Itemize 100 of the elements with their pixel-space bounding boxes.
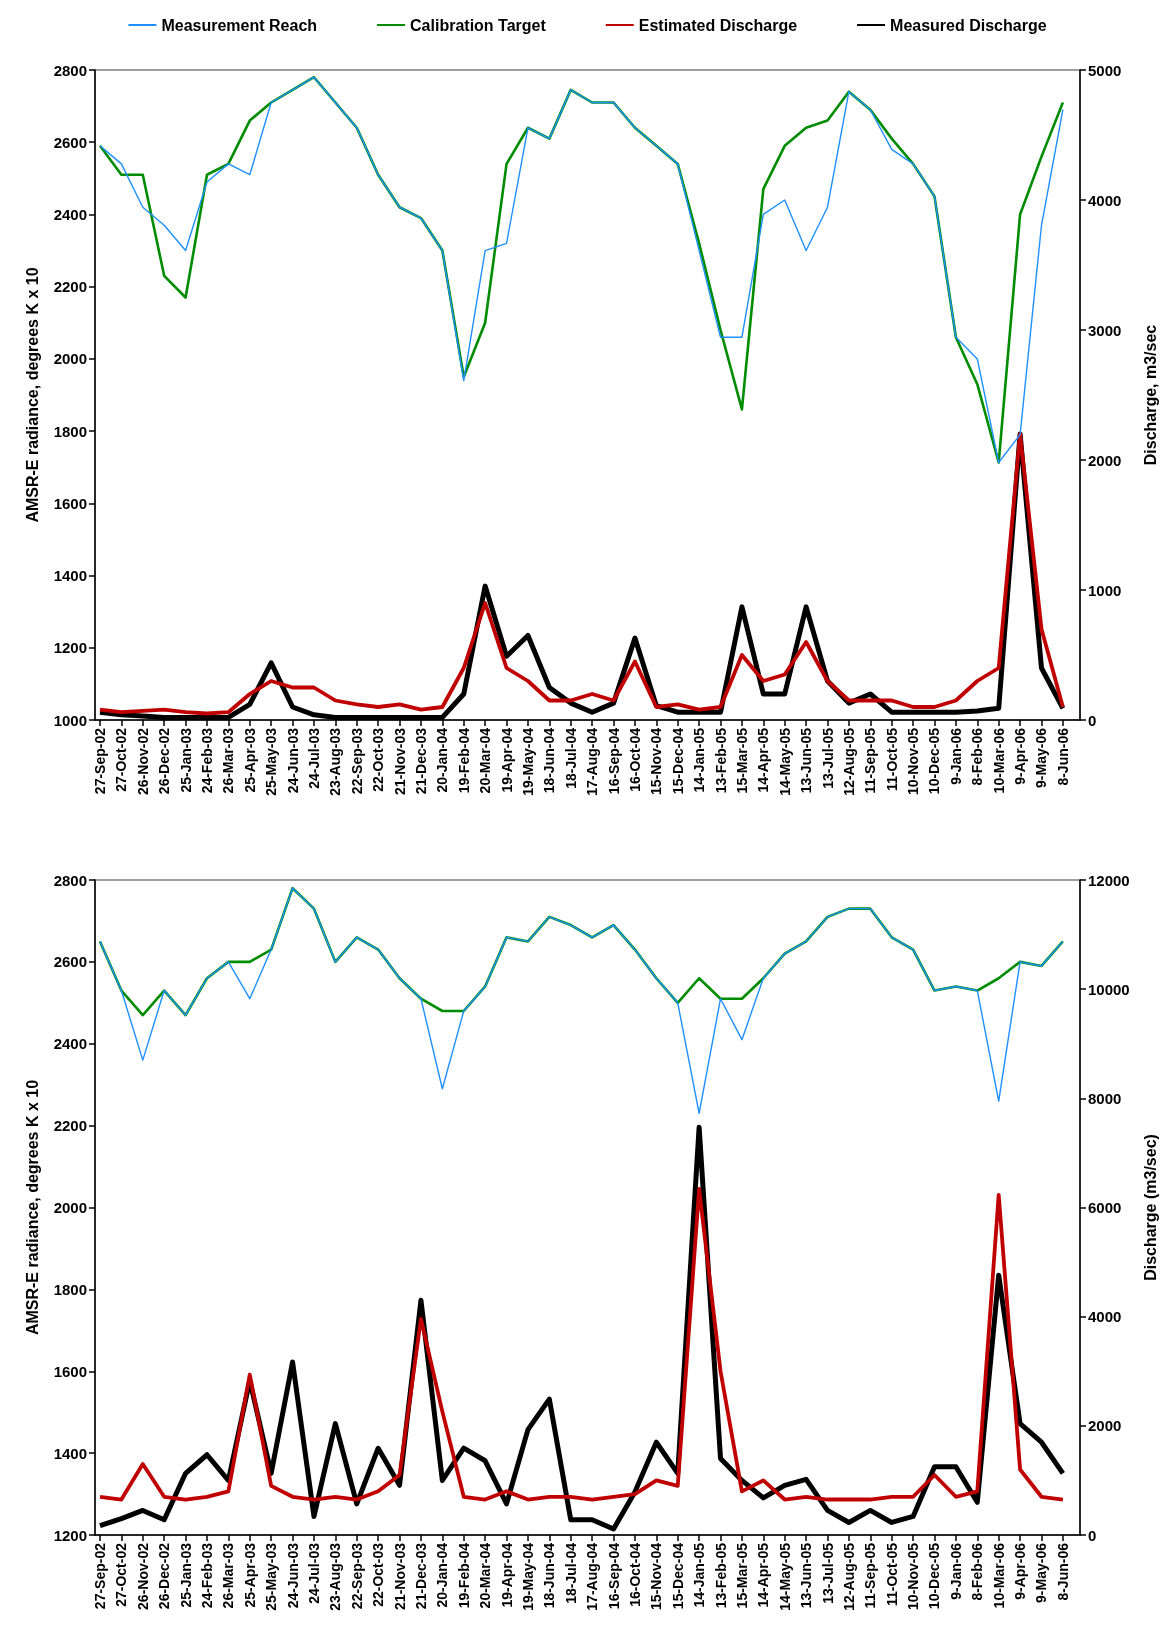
x-tick-label: 10-Nov-05 [905,727,922,795]
x-tick-label: 12-Aug-05 [840,1542,857,1611]
y-tick-label: 2000 [53,1199,87,1216]
x-tick-label: 21-Nov-03 [391,727,408,795]
x-tick-label: 22-Sep-03 [348,1542,365,1610]
x-tick-label: 16-Oct-04 [626,1542,643,1607]
x-tick-label: 27-Oct-02 [113,1542,130,1607]
y-tick-label: 1400 [53,567,87,585]
x-tick-label: 14-Jan-05 [691,1542,708,1608]
y-tick-label: 2400 [53,205,87,223]
y-tick-label: 2200 [53,278,87,296]
x-tick-label: 18-Jul-04 [562,1542,579,1604]
x-tick-label: 16-Sep-04 [605,1542,622,1610]
x-tick-label: 13-Feb-05 [712,727,729,794]
x-tick-label: 23-Aug-03 [327,1542,344,1611]
y2-tick-label: 6000 [1088,1199,1122,1216]
y2-tick-label: 10000 [1088,980,1130,998]
x-tick-label: 15-Mar-05 [733,727,750,794]
x-tick-label: 14-Apr-05 [755,1542,772,1608]
y-tick-label: 2800 [53,871,87,889]
x-tick-label: 14-Jan-05 [691,727,708,793]
x-tick-label: 24-Jun-03 [284,1542,301,1609]
x-tick-label: 10-Nov-05 [905,1542,922,1610]
x-tick-label: 24-Feb-03 [198,727,215,794]
y-axis-title: AMSR-E radiance, degrees K x 10 [23,1079,41,1336]
x-tick-label: 19-Feb-04 [455,727,472,794]
x-tick-label: 20-Jan-04 [434,727,451,793]
x-tick-label: 15-Nov-04 [648,727,665,795]
y2-tick-label: 4000 [1088,1308,1122,1326]
x-tick-label: 11-Oct-05 [883,727,900,792]
x-tick-label: 8-Feb-06 [969,727,986,786]
y2-tick-label: 2000 [1088,451,1122,469]
x-tick-label: 22-Oct-03 [370,727,387,792]
x-tick-label: 19-Apr-04 [498,727,515,793]
legend-label: Calibration Target [410,16,547,34]
y2-tick-label: 8000 [1088,1089,1122,1107]
x-tick-label: 13-Jul-05 [819,727,836,789]
x-tick-label: 15-Dec-04 [669,1542,686,1610]
y-tick-label: 1800 [53,422,87,440]
x-tick-label: 25-May-03 [263,727,280,796]
y2-axis-title: Discharge, m3/sec [1141,324,1159,466]
x-tick-label: 26-Mar-03 [220,727,237,794]
x-tick-label: 9-Apr-06 [1012,727,1029,785]
x-tick-label: 9-Jan-06 [947,1542,964,1600]
x-tick-label: 11-Sep-05 [862,1542,879,1609]
x-tick-label: 20-Mar-04 [477,1542,494,1609]
x-tick-label: 10-Dec-05 [926,1542,943,1610]
x-tick-label: 9-Apr-06 [1012,1542,1029,1600]
x-tick-label: 26-Nov-02 [134,727,151,795]
x-tick-label: 16-Oct-04 [626,727,643,792]
y-tick-label: 1400 [53,1444,87,1462]
x-tick-label: 19-May-04 [519,727,536,796]
x-tick-label: 9-Jan-06 [947,727,964,785]
x-tick-label: 22-Sep-03 [348,727,365,795]
x-tick-label: 13-Jul-05 [819,1542,836,1604]
x-tick-label: 18-Jun-04 [541,1542,558,1609]
x-tick-label: 19-May-04 [519,1542,536,1611]
y2-tick-label: 0 [1088,711,1097,729]
x-tick-label: 8-Jun-06 [1054,1542,1071,1601]
y2-tick-label: 3000 [1088,321,1122,339]
x-tick-label: 15-Dec-04 [669,727,686,795]
x-tick-label: 24-Jul-03 [305,1542,322,1604]
x-tick-label: 10-Mar-06 [990,727,1007,794]
y2-tick-label: 5000 [1088,61,1122,79]
y-tick-label: 2600 [53,953,87,971]
x-tick-label: 10-Mar-06 [990,1542,1007,1609]
y2-tick-label: 0 [1088,1526,1097,1544]
x-tick-label: 24-Jun-03 [284,727,301,794]
x-tick-label: 8-Feb-06 [969,1542,986,1601]
x-tick-label: 26-Nov-02 [134,1542,151,1610]
x-tick-label: 15-Nov-04 [648,1542,665,1610]
x-tick-label: 19-Apr-04 [498,1542,515,1608]
x-tick-label: 17-Aug-04 [584,1542,601,1611]
x-tick-label: 21-Dec-03 [412,727,429,795]
x-tick-label: 11-Sep-05 [862,727,879,794]
y2-tick-label: 4000 [1088,191,1122,209]
x-tick-label: 20-Jan-04 [434,1542,451,1608]
x-tick-label: 15-Mar-05 [733,1542,750,1609]
x-tick-label: 13-Feb-05 [712,1542,729,1609]
x-tick-label: 25-Apr-03 [241,1542,258,1608]
x-tick-label: 13-Jun-05 [798,1542,815,1609]
y2-tick-label: 2000 [1088,1417,1122,1435]
y-tick-label: 2800 [53,61,87,79]
x-tick-label: 11-Oct-05 [883,1542,900,1607]
y-tick-label: 1200 [53,1526,87,1544]
y2-axis-title: Discharge (m3/sec) [1141,1134,1159,1281]
x-tick-label: 24-Feb-03 [198,1542,215,1609]
x-tick-label: 19-Feb-04 [455,1542,472,1609]
y-tick-label: 1800 [53,1280,87,1298]
x-tick-label: 14-Apr-05 [755,727,772,793]
x-tick-label: 25-Jan-03 [177,727,194,793]
y-tick-label: 2600 [53,133,87,151]
x-tick-label: 10-Dec-05 [926,727,943,795]
x-tick-label: 25-Jan-03 [177,1542,194,1608]
x-tick-label: 26-Dec-02 [156,1542,173,1610]
y2-tick-label: 1000 [1088,581,1122,599]
legend-label: Measured Discharge [890,16,1047,34]
x-tick-label: 25-May-03 [263,1542,280,1611]
y-tick-label: 1200 [53,639,87,657]
x-tick-label: 27-Sep-02 [91,1542,108,1610]
